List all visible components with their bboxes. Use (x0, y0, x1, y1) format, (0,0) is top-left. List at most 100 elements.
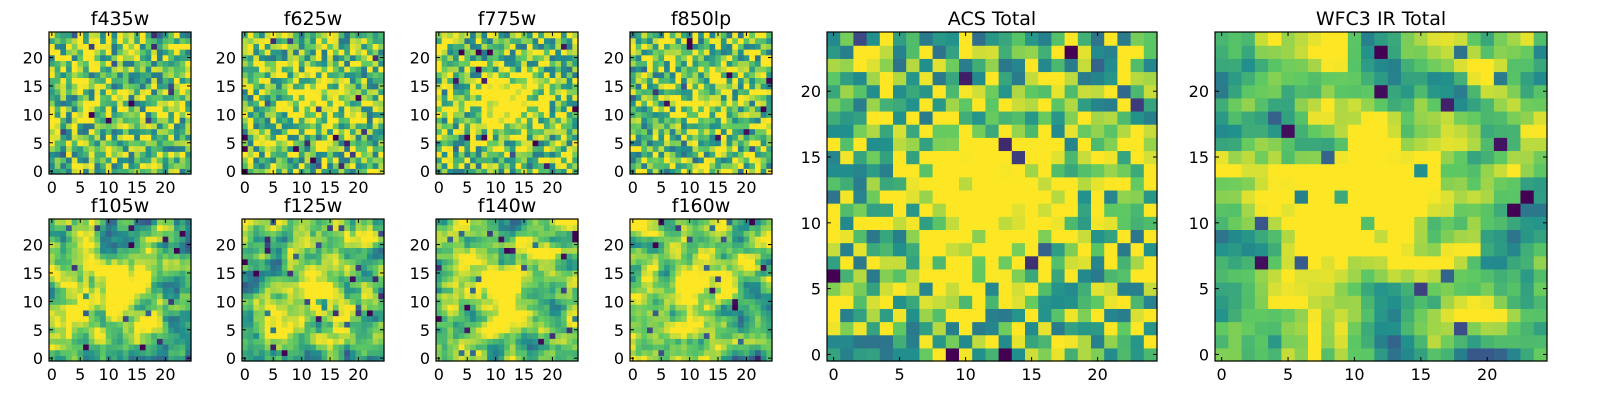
heatmap-cell (669, 77, 677, 84)
heatmap-cell (464, 43, 471, 50)
heatmap-cell (179, 77, 186, 84)
heatmap-cell (338, 270, 345, 277)
heatmap-cell (134, 88, 141, 96)
heatmap-cell (572, 315, 579, 322)
heatmap-cell (538, 156, 545, 164)
heatmap-cell (498, 241, 505, 248)
heatmap-cell (100, 270, 107, 277)
heatmap-cell (475, 332, 483, 339)
heatmap-cell (310, 355, 317, 362)
heatmap-cell (321, 236, 328, 243)
heatmap-cell (100, 94, 107, 101)
heatmap-cell (521, 253, 528, 260)
heatmap-cell (185, 338, 192, 345)
heatmap-cell (60, 49, 67, 56)
heatmap-cell (647, 122, 654, 130)
heatmap-cell (366, 343, 374, 351)
heatmap-cell (253, 83, 260, 90)
heatmap-cell (641, 275, 648, 283)
heatmap-cell (475, 315, 483, 322)
heatmap-cell (709, 349, 716, 356)
heatmap-cell (732, 292, 739, 300)
heatmap-cell (458, 219, 465, 226)
heatmap-cell (372, 168, 379, 175)
heatmap-cell (66, 236, 73, 243)
heatmap-cell (60, 343, 67, 351)
heatmap-cell (122, 230, 130, 237)
heatmap-cell (156, 128, 164, 135)
heatmap-cell (515, 43, 522, 50)
heatmap-cell (453, 111, 460, 118)
heatmap-cell (743, 349, 750, 356)
heatmap-cell (247, 241, 254, 248)
plot-frame (48, 31, 192, 175)
heatmap-cell (532, 224, 539, 231)
heatmap-cell (566, 270, 573, 277)
heatmap-cell (94, 111, 101, 118)
heatmap-cell (647, 156, 654, 164)
heatmap-cell (77, 309, 84, 317)
heatmap-cell (94, 253, 101, 260)
heatmap-cell (509, 111, 517, 118)
heatmap-cell (179, 355, 186, 362)
heatmap-cell (60, 168, 67, 175)
heatmap-cell (259, 219, 266, 226)
heatmap-cell (151, 37, 158, 44)
heatmap-cell (436, 43, 443, 50)
heatmap-cell (287, 32, 294, 39)
heatmap-cell (669, 287, 677, 294)
heatmap-cell (304, 168, 311, 175)
heatmap-cell (327, 100, 334, 107)
heatmap-cell (242, 281, 249, 288)
heatmap-cell (436, 151, 443, 158)
heatmap-cell (555, 292, 562, 300)
heatmap-cell (145, 71, 152, 79)
heatmap-cell (315, 60, 323, 67)
heatmap-cell (715, 287, 722, 294)
heatmap-cell (145, 224, 152, 231)
heatmap-cell (332, 321, 340, 328)
heatmap-cell (94, 236, 101, 243)
y-tick-label: 20 (604, 49, 624, 68)
heatmap-cell (71, 343, 78, 351)
heatmap-cell (139, 241, 147, 248)
heatmap-cell (475, 94, 483, 101)
heatmap-cell (630, 71, 637, 79)
heatmap-cell (332, 270, 340, 277)
heatmap-cell (71, 88, 78, 96)
x-tick-label: 10 (679, 178, 699, 197)
heatmap-cell (338, 100, 345, 107)
heatmap-cell (276, 343, 283, 351)
heatmap-cell (470, 321, 477, 328)
heatmap-cell (487, 54, 494, 61)
heatmap-cell (760, 77, 767, 84)
heatmap-cell (88, 275, 96, 283)
heatmap-cell (321, 292, 328, 300)
heatmap-cell (572, 77, 579, 84)
heatmap-cell (355, 94, 362, 101)
heatmap-cell (543, 32, 551, 39)
heatmap-cell (168, 281, 175, 288)
heatmap-cell (332, 60, 340, 67)
heatmap-cell (122, 224, 130, 231)
heatmap-cell (698, 343, 705, 351)
heatmap-cell (709, 281, 716, 288)
heatmap-cell (492, 258, 500, 266)
heatmap-cell (487, 236, 494, 243)
heatmap-cell (504, 304, 511, 311)
heatmap-cell (481, 349, 488, 356)
heatmap-cell (117, 162, 124, 169)
heatmap-cell (270, 134, 277, 141)
heatmap-cell (185, 281, 192, 288)
heatmap-cell (315, 275, 323, 283)
heatmap-cell (287, 122, 294, 130)
heatmap-cell (310, 151, 317, 158)
heatmap-cell (509, 343, 517, 351)
heatmap-cell (247, 224, 254, 231)
heatmap-cell (49, 315, 56, 322)
heatmap-cell (566, 247, 573, 254)
heatmap-cell (703, 71, 711, 79)
heatmap-cell (681, 117, 688, 124)
heatmap-cell (49, 343, 56, 351)
heatmap-cell (122, 122, 130, 130)
